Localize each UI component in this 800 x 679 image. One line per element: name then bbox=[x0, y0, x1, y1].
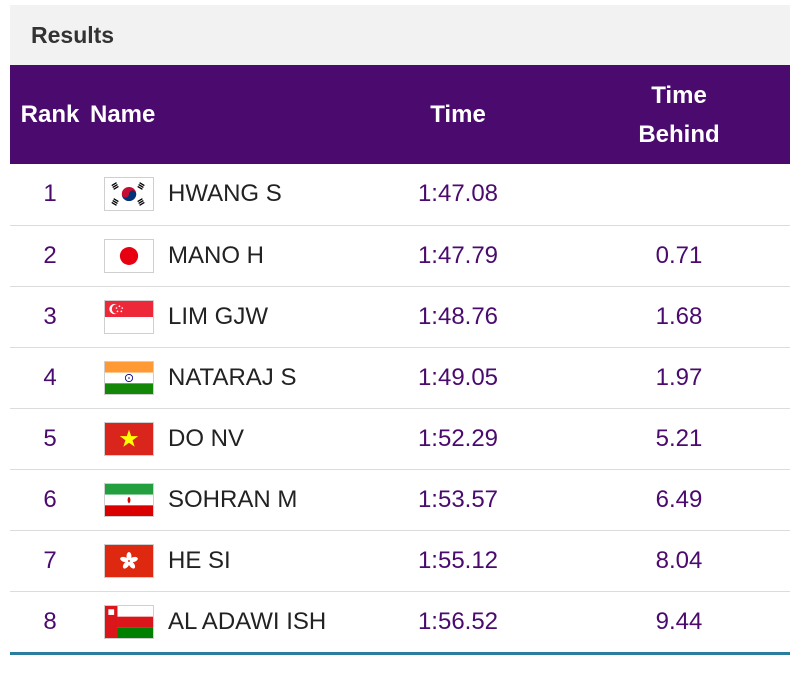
iran-flag-icon bbox=[104, 482, 154, 517]
column-header-name[interactable]: Name bbox=[90, 101, 156, 128]
time-cell: 1:47.79 bbox=[417, 241, 499, 269]
vietnam-flag-icon bbox=[104, 421, 154, 456]
time-cell: 1:47.08 bbox=[417, 180, 499, 208]
table-row[interactable]: 3 bbox=[10, 286, 790, 347]
table-row[interactable]: 8 AL ADAWI ISH bbox=[10, 591, 790, 652]
results-table: Rank Name Time Time Behind 1 bbox=[10, 65, 790, 652]
name-cell: HWANG S bbox=[90, 164, 348, 225]
rank-cell: 3 bbox=[43, 302, 57, 330]
time-cell: 1:52.29 bbox=[417, 424, 499, 452]
table-header-row: Rank Name Time Time Behind bbox=[10, 65, 790, 164]
rank-cell: 8 bbox=[43, 607, 57, 635]
athlete-name: LIM GJW bbox=[168, 302, 268, 330]
time-behind-cell: 5.21 bbox=[655, 424, 703, 452]
athlete-name: HE SI bbox=[168, 546, 231, 574]
time-cell: 1:49.05 bbox=[417, 363, 499, 391]
time-cell: 1:55.12 bbox=[417, 546, 499, 574]
name-cell: DO NV bbox=[90, 408, 348, 469]
rank-cell: 4 bbox=[43, 363, 57, 391]
time-cell: 1:53.57 bbox=[417, 485, 499, 513]
japan-flag-icon bbox=[104, 238, 154, 273]
oman-flag-icon bbox=[104, 604, 154, 639]
results-header: Results bbox=[10, 5, 790, 65]
results-panel: Results Rank Name Time Time Behind 1 bbox=[10, 5, 790, 655]
time-behind-cell: 9.44 bbox=[655, 607, 703, 635]
rank-cell: 7 bbox=[43, 546, 57, 574]
rank-cell: 5 bbox=[43, 424, 57, 452]
athlete-name: MANO H bbox=[168, 241, 264, 269]
column-header-rank[interactable]: Rank bbox=[20, 101, 80, 128]
name-cell: SOHRAN M bbox=[90, 469, 348, 530]
table-row[interactable]: 7 bbox=[10, 530, 790, 591]
table-row[interactable]: 2 MANO H 1:47.79 0.71 bbox=[10, 225, 790, 286]
time-behind-cell: 6.49 bbox=[655, 485, 703, 513]
name-cell: MANO H bbox=[90, 225, 348, 286]
korea-flag-icon bbox=[104, 177, 154, 212]
name-cell: LIM GJW bbox=[90, 286, 348, 347]
column-header-time-behind-line1: Time bbox=[651, 81, 707, 109]
table-row[interactable]: 5 DO NV 1:52.29 5.21 bbox=[10, 408, 790, 469]
rank-cell: 6 bbox=[43, 485, 57, 513]
athlete-name: HWANG S bbox=[168, 180, 282, 208]
column-header-time-behind-line2: Behind bbox=[638, 120, 720, 148]
time-cell: 1:48.76 bbox=[417, 302, 499, 330]
name-cell: AL ADAWI ISH bbox=[90, 591, 348, 652]
results-title: Results bbox=[31, 21, 115, 48]
time-behind-cell: 8.04 bbox=[655, 546, 703, 574]
athlete-name: SOHRAN M bbox=[168, 485, 298, 513]
time-behind-cell bbox=[568, 164, 790, 225]
time-behind-cell: 1.68 bbox=[655, 302, 703, 330]
bottom-divider bbox=[10, 652, 790, 655]
table-row[interactable]: 6 SOHRAN M 1:53. bbox=[10, 469, 790, 530]
rank-cell: 2 bbox=[43, 241, 57, 269]
name-cell: HE SI bbox=[90, 530, 348, 591]
name-cell: NATARAJ S bbox=[90, 347, 348, 408]
athlete-name: AL ADAWI ISH bbox=[168, 607, 327, 635]
rank-cell: 1 bbox=[43, 180, 57, 208]
table-row[interactable]: 4 NATARAJ S bbox=[10, 347, 790, 408]
time-cell: 1:56.52 bbox=[417, 607, 499, 635]
hong-kong-flag-icon bbox=[104, 543, 154, 578]
column-header-time[interactable]: Time bbox=[430, 101, 486, 128]
column-header-time-behind[interactable]: Time Behind bbox=[568, 65, 790, 164]
athlete-name: DO NV bbox=[168, 424, 245, 452]
time-behind-cell: 0.71 bbox=[655, 241, 703, 269]
athlete-name: NATARAJ S bbox=[168, 363, 297, 391]
singapore-flag-icon bbox=[104, 299, 154, 334]
table-row[interactable]: 1 bbox=[10, 164, 790, 225]
india-flag-icon bbox=[104, 360, 154, 395]
time-behind-cell: 1.97 bbox=[655, 363, 703, 391]
